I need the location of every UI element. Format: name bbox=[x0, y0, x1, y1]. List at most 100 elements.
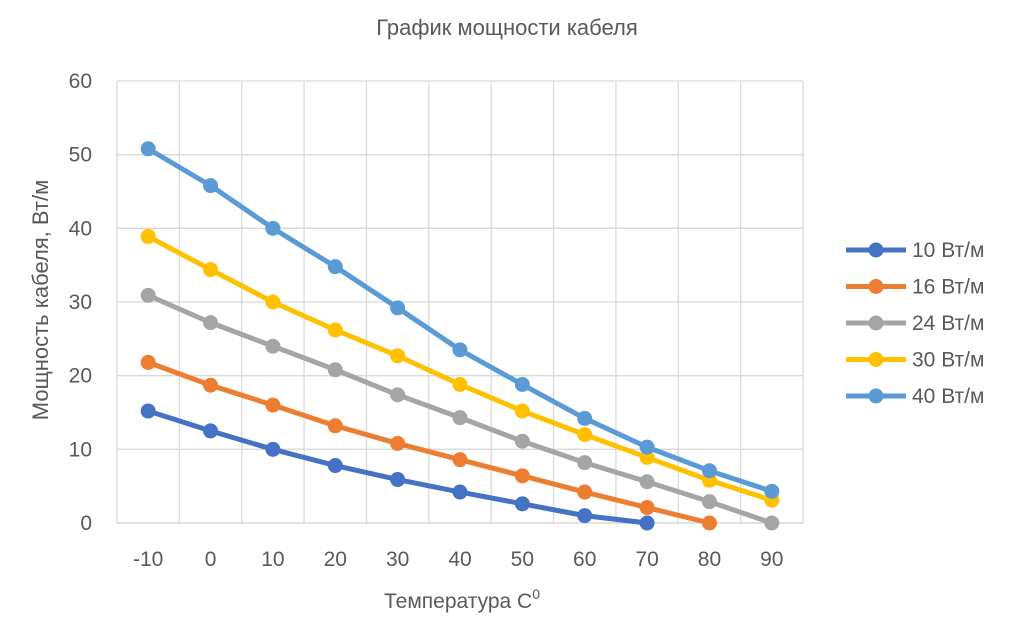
x-axis-label-text: Температура С bbox=[384, 590, 532, 613]
data-point bbox=[203, 377, 219, 393]
legend-label: 10 Вт/м bbox=[912, 239, 984, 262]
data-point bbox=[514, 403, 530, 419]
y-axis-ticks: 0 10 20 30 40 50 60 bbox=[69, 70, 92, 535]
data-point bbox=[203, 315, 219, 331]
y-tick-label: 20 bbox=[69, 365, 92, 388]
x-tick-label: 60 bbox=[573, 548, 596, 571]
legend-label: 30 Вт/м bbox=[912, 349, 984, 372]
chart-title: График мощности кабеля bbox=[376, 15, 638, 40]
y-tick-label: 30 bbox=[69, 291, 92, 314]
data-point bbox=[764, 483, 780, 499]
data-point bbox=[390, 472, 406, 488]
legend-item: 24 Вт/м bbox=[846, 312, 984, 335]
legend-label: 40 Вт/м bbox=[912, 385, 984, 408]
data-point bbox=[265, 294, 281, 310]
data-point bbox=[327, 458, 343, 474]
x-tick-label: 80 bbox=[698, 548, 721, 571]
data-point bbox=[639, 449, 655, 465]
series-1 bbox=[140, 403, 655, 531]
data-point bbox=[140, 287, 156, 303]
y-tick-label: 10 bbox=[69, 438, 92, 461]
data-point bbox=[514, 496, 530, 512]
data-point bbox=[203, 423, 219, 439]
series-3 bbox=[140, 287, 780, 531]
data-point bbox=[701, 515, 717, 531]
data-point bbox=[265, 441, 281, 457]
y-tick-label: 50 bbox=[69, 144, 92, 167]
data-point bbox=[452, 410, 468, 426]
x-axis-ticks: -10 0 10 20 30 40 50 60 70 80 90 bbox=[133, 548, 783, 571]
y-axis-label: Мощность кабеля, Вт/м bbox=[28, 180, 53, 420]
legend-swatch-marker bbox=[868, 352, 884, 367]
data-point bbox=[327, 418, 343, 434]
data-point bbox=[140, 141, 156, 157]
data-point bbox=[140, 228, 156, 244]
data-point bbox=[327, 362, 343, 378]
data-point bbox=[203, 262, 219, 278]
data-point bbox=[577, 410, 593, 426]
series-4 bbox=[140, 228, 780, 508]
legend: 10 Вт/м 16 Вт/м 24 Вт/м 30 Вт/м 40 Вт/м bbox=[846, 239, 984, 408]
x-axis-label: Температура С0 bbox=[384, 586, 540, 613]
data-point bbox=[701, 463, 717, 479]
x-tick-label: -10 bbox=[133, 548, 163, 571]
data-point bbox=[265, 397, 281, 413]
x-tick-label: 70 bbox=[635, 548, 658, 571]
plot-area bbox=[140, 141, 780, 531]
data-point bbox=[265, 338, 281, 354]
legend-swatch-marker bbox=[868, 242, 884, 258]
data-point bbox=[140, 354, 156, 370]
data-point bbox=[452, 452, 468, 468]
data-point bbox=[390, 387, 406, 403]
x-tick-label: 40 bbox=[448, 548, 471, 571]
series-line bbox=[145, 359, 712, 526]
data-point bbox=[577, 455, 593, 471]
data-point bbox=[203, 178, 219, 194]
series-5 bbox=[140, 141, 780, 499]
x-tick-label: 10 bbox=[261, 548, 284, 571]
data-point bbox=[577, 427, 593, 443]
legend-swatch-marker bbox=[868, 388, 884, 404]
x-tick-label: 50 bbox=[511, 548, 534, 571]
data-point bbox=[390, 300, 406, 316]
legend-item: 30 Вт/м bbox=[846, 349, 984, 372]
data-point bbox=[140, 403, 156, 419]
legend-item: 16 Вт/м bbox=[846, 276, 984, 299]
data-point bbox=[639, 515, 655, 531]
data-point bbox=[701, 494, 717, 510]
data-point bbox=[452, 484, 468, 500]
x-tick-label: 0 bbox=[205, 548, 217, 571]
data-point bbox=[390, 435, 406, 451]
x-tick-label: 20 bbox=[324, 548, 347, 571]
data-point bbox=[327, 322, 343, 338]
data-point bbox=[452, 377, 468, 393]
legend-swatch-marker bbox=[868, 315, 884, 331]
data-point bbox=[514, 377, 530, 393]
data-point bbox=[327, 259, 343, 275]
legend-label: 24 Вт/м bbox=[912, 312, 984, 335]
y-tick-label: 40 bbox=[69, 217, 92, 240]
data-point bbox=[577, 484, 593, 500]
data-point bbox=[390, 348, 406, 364]
series-2 bbox=[140, 354, 717, 531]
data-point bbox=[514, 468, 530, 484]
legend-item: 40 Вт/м bbox=[846, 385, 984, 408]
data-point bbox=[514, 433, 530, 449]
x-axis-label-superscript: 0 bbox=[532, 586, 540, 602]
legend-label: 16 Вт/м bbox=[912, 276, 984, 299]
y-tick-label: 60 bbox=[69, 70, 92, 93]
data-point bbox=[265, 220, 281, 236]
legend-swatch-marker bbox=[868, 279, 884, 294]
data-point bbox=[764, 515, 780, 531]
y-tick-label: 0 bbox=[80, 512, 92, 535]
data-point bbox=[639, 500, 655, 516]
x-tick-label: 30 bbox=[386, 548, 409, 571]
x-tick-label: 90 bbox=[760, 548, 783, 571]
data-point bbox=[639, 474, 655, 490]
data-point bbox=[452, 342, 468, 358]
data-point bbox=[639, 439, 655, 455]
data-point bbox=[577, 508, 593, 524]
legend-item: 10 Вт/м bbox=[846, 239, 984, 262]
